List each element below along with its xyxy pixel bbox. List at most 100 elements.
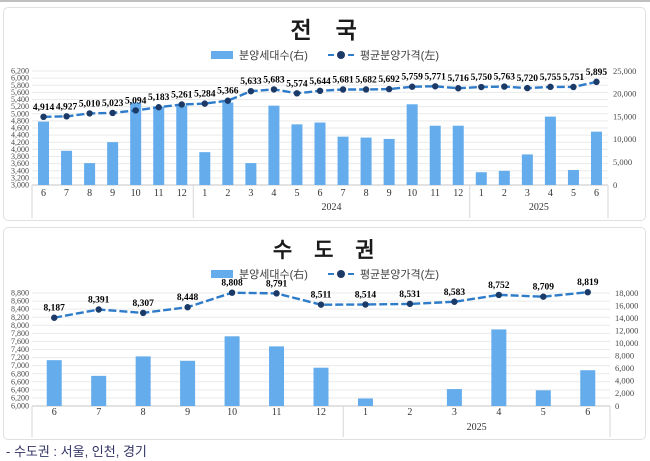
svg-text:2: 2 — [225, 188, 230, 199]
svg-text:5,183: 5,183 — [148, 93, 170, 103]
bar-legend-label: 분양세대수(右) — [239, 50, 308, 62]
svg-text:8,531: 8,531 — [399, 290, 421, 300]
svg-text:4: 4 — [548, 188, 553, 199]
svg-text:4,800: 4,800 — [11, 116, 29, 125]
svg-text:5,261: 5,261 — [171, 90, 193, 100]
svg-text:0: 0 — [613, 180, 617, 190]
svg-text:8,800: 8,800 — [11, 289, 29, 298]
svg-text:5,600: 5,600 — [11, 88, 29, 97]
svg-text:10: 10 — [227, 407, 237, 418]
svg-text:5: 5 — [571, 188, 576, 199]
svg-text:5,771: 5,771 — [425, 72, 447, 82]
svg-text:10,000: 10,000 — [615, 338, 638, 348]
svg-text:7,000: 7,000 — [11, 361, 29, 370]
svg-text:3,400: 3,400 — [11, 166, 29, 175]
svg-text:8,448: 8,448 — [177, 293, 199, 303]
svg-text:3,000: 3,000 — [11, 181, 29, 190]
svg-text:8,400: 8,400 — [11, 305, 29, 314]
svg-text:5,800: 5,800 — [11, 81, 29, 90]
svg-text:4: 4 — [496, 407, 501, 418]
line-legend-marker-icon — [336, 51, 345, 59]
svg-text:5,692: 5,692 — [378, 75, 400, 85]
svg-text:7,200: 7,200 — [11, 353, 29, 362]
nationwide-chart-canvas: 3,0003,2003,4003,6003,8004,0004,2004,400… — [11, 66, 636, 218]
svg-text:6: 6 — [41, 188, 46, 199]
svg-text:5,716: 5,716 — [448, 74, 470, 84]
svg-text:6: 6 — [594, 188, 599, 199]
svg-text:5,763: 5,763 — [494, 73, 516, 83]
svg-text:6: 6 — [52, 407, 57, 418]
svg-text:8,752: 8,752 — [488, 281, 510, 291]
svg-text:6,200: 6,200 — [11, 67, 29, 76]
svg-text:4,000: 4,000 — [11, 145, 29, 154]
metro-chart-canvas: 6,0006,2006,4006,6006,8007,0007,2007,400… — [11, 278, 638, 437]
svg-text:8: 8 — [87, 188, 92, 199]
line-legend-label: 평균분양가격(左) — [359, 269, 439, 281]
svg-text:2024: 2024 — [322, 202, 342, 213]
svg-text:9: 9 — [387, 188, 392, 199]
svg-text:10: 10 — [407, 188, 417, 199]
svg-text:12: 12 — [177, 188, 187, 199]
svg-text:6: 6 — [318, 188, 323, 199]
svg-text:5,023: 5,023 — [102, 99, 124, 109]
svg-text:6,000: 6,000 — [615, 363, 634, 373]
svg-text:11: 11 — [272, 407, 282, 418]
svg-text:5,682: 5,682 — [355, 75, 377, 85]
bar-legend-swatch — [211, 51, 233, 59]
svg-text:12: 12 — [453, 188, 463, 199]
svg-text:5: 5 — [541, 407, 546, 418]
svg-text:8,000: 8,000 — [615, 351, 634, 361]
svg-text:4,000: 4,000 — [615, 376, 634, 386]
svg-text:4,914: 4,914 — [33, 103, 55, 113]
svg-text:2: 2 — [407, 407, 412, 418]
line-legend-label: 평균분양가격(左) — [359, 50, 439, 62]
line-legend-marker-icon — [336, 270, 345, 278]
svg-text:3,600: 3,600 — [11, 159, 29, 168]
svg-text:2: 2 — [502, 188, 507, 199]
footnote: - 수도권 : 서울, 인천, 경기 — [6, 444, 147, 459]
svg-text:8,709: 8,709 — [533, 283, 555, 293]
svg-text:20,000: 20,000 — [613, 89, 636, 99]
svg-text:3: 3 — [525, 188, 530, 199]
svg-text:6,000: 6,000 — [11, 74, 29, 83]
svg-text:5: 5 — [294, 188, 299, 199]
svg-text:2025: 2025 — [529, 202, 549, 213]
top-divider-rule — [0, 0, 650, 2]
svg-text:3: 3 — [248, 188, 253, 199]
svg-text:9: 9 — [185, 407, 190, 418]
svg-text:8,600: 8,600 — [11, 297, 29, 306]
svg-text:3,200: 3,200 — [11, 173, 29, 182]
svg-text:16,000: 16,000 — [615, 300, 638, 310]
svg-text:6,000: 6,000 — [11, 402, 29, 411]
svg-text:5,000: 5,000 — [613, 157, 632, 167]
svg-text:8,791: 8,791 — [266, 279, 288, 289]
svg-text:6,600: 6,600 — [11, 377, 29, 386]
svg-text:25,000: 25,000 — [613, 66, 636, 76]
svg-text:5,010: 5,010 — [79, 99, 101, 109]
svg-text:5,755: 5,755 — [540, 73, 562, 83]
svg-text:7,800: 7,800 — [11, 329, 29, 338]
svg-text:5,000: 5,000 — [11, 109, 29, 118]
svg-text:4,927: 4,927 — [56, 102, 78, 112]
svg-text:8,200: 8,200 — [11, 313, 29, 322]
svg-text:18,000: 18,000 — [615, 288, 638, 298]
bar-legend-label: 분양세대수(右) — [239, 269, 308, 281]
svg-text:6,800: 6,800 — [11, 369, 29, 378]
svg-text:4,600: 4,600 — [11, 124, 29, 133]
svg-text:8,514: 8,514 — [355, 291, 377, 301]
svg-text:6,200: 6,200 — [11, 394, 29, 403]
svg-text:5,681: 5,681 — [332, 75, 354, 85]
svg-text:7,600: 7,600 — [11, 337, 29, 346]
svg-text:1: 1 — [363, 407, 368, 418]
svg-text:4,200: 4,200 — [11, 138, 29, 147]
svg-text:3: 3 — [452, 407, 457, 418]
svg-text:8,583: 8,583 — [444, 288, 466, 298]
svg-text:2025: 2025 — [467, 422, 487, 433]
svg-text:14,000: 14,000 — [615, 313, 638, 323]
svg-text:8: 8 — [141, 407, 146, 418]
svg-text:6: 6 — [585, 407, 590, 418]
svg-text:11: 11 — [430, 188, 440, 199]
svg-text:10,000: 10,000 — [613, 134, 636, 144]
svg-text:2,000: 2,000 — [615, 388, 634, 398]
svg-text:7,400: 7,400 — [11, 345, 29, 354]
